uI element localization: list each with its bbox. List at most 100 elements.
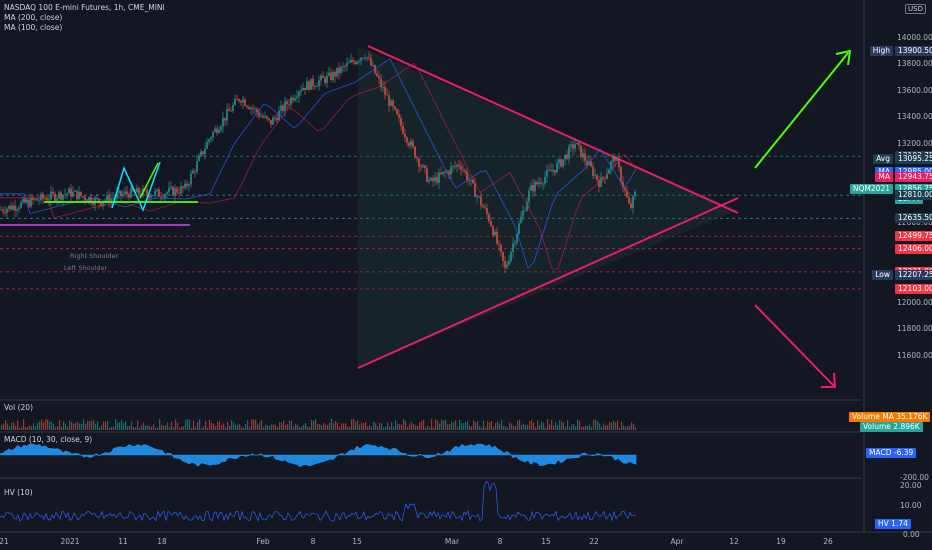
volume-bar bbox=[413, 423, 415, 430]
candle-body bbox=[92, 203, 94, 205]
candle-body bbox=[348, 62, 350, 64]
volume-bar bbox=[353, 419, 355, 430]
vol-legend[interactable]: Vol (20) bbox=[4, 403, 34, 412]
volume-bar bbox=[299, 427, 301, 430]
volume-bar bbox=[165, 425, 167, 430]
volume-bar bbox=[121, 419, 123, 430]
time-tick: 19 bbox=[776, 537, 786, 546]
volume-bar bbox=[205, 420, 207, 430]
volume-bar bbox=[505, 426, 507, 430]
volume-bar bbox=[317, 423, 319, 430]
volume-bar bbox=[453, 422, 455, 430]
candle-body bbox=[566, 154, 568, 159]
candle-body bbox=[484, 207, 486, 209]
candle-body bbox=[258, 112, 260, 117]
ma100-legend[interactable]: MA (100, close) bbox=[4, 23, 63, 32]
candle-body bbox=[574, 144, 576, 149]
candle-body bbox=[116, 193, 118, 199]
price-tick: 12000.00 bbox=[897, 297, 932, 307]
volume-bar bbox=[407, 426, 409, 430]
volume-bar bbox=[235, 424, 237, 430]
candle-body bbox=[418, 158, 420, 167]
candle-body bbox=[4, 211, 6, 213]
volume-bar bbox=[255, 419, 257, 430]
volume-bar bbox=[93, 420, 95, 430]
candle-body bbox=[254, 108, 256, 110]
volume-bar bbox=[87, 420, 89, 430]
price-tag-value: 12635.50 bbox=[895, 213, 932, 224]
volume-bar bbox=[271, 424, 273, 430]
volume-bar bbox=[279, 422, 281, 430]
volume-bar bbox=[151, 426, 153, 430]
candle-body bbox=[230, 110, 232, 112]
candle-body bbox=[268, 118, 270, 121]
candle-body bbox=[570, 144, 572, 147]
volume-bar bbox=[439, 423, 441, 430]
candle-body bbox=[630, 203, 632, 208]
macd-tick: -200.00 bbox=[900, 473, 929, 482]
candle-body bbox=[406, 137, 408, 143]
candle-body bbox=[606, 173, 608, 179]
volume-bar bbox=[477, 421, 479, 430]
volume-bar bbox=[129, 425, 131, 430]
volume-bar bbox=[397, 423, 399, 430]
candle-body bbox=[272, 117, 274, 125]
candle-body bbox=[24, 198, 26, 203]
candle-body bbox=[476, 195, 478, 198]
volume-bar bbox=[217, 421, 219, 430]
volume-bar bbox=[55, 427, 57, 430]
volume-bar bbox=[21, 426, 23, 430]
candle-body bbox=[412, 141, 414, 147]
volume-bar bbox=[403, 419, 405, 430]
candle-body bbox=[244, 99, 246, 106]
volume-bar bbox=[531, 420, 533, 430]
volume-bar bbox=[245, 424, 247, 430]
volume-bar bbox=[469, 425, 471, 430]
volume-bar bbox=[125, 421, 127, 430]
volume-bar bbox=[415, 425, 417, 430]
candle-body bbox=[286, 101, 288, 105]
symbol-legend[interactable]: NASDAQ 100 E-mini Futures, 1h, CME_MINI bbox=[4, 3, 165, 13]
candle-body bbox=[220, 126, 222, 131]
candle-body bbox=[200, 151, 202, 156]
candle-body bbox=[390, 100, 392, 106]
volume-bar bbox=[219, 421, 221, 430]
volume-bar bbox=[339, 426, 341, 430]
candle-body bbox=[372, 65, 374, 66]
volume-bar bbox=[491, 420, 493, 430]
candle-body bbox=[32, 197, 34, 200]
volume-bar bbox=[569, 427, 571, 430]
candle-body bbox=[82, 195, 84, 197]
time-tick: 22 bbox=[589, 537, 599, 546]
price-tick: 13200.00 bbox=[897, 138, 932, 148]
candle-body bbox=[472, 179, 474, 184]
candle-body bbox=[622, 181, 624, 188]
volume-bar bbox=[261, 420, 263, 430]
volume-bar bbox=[167, 422, 169, 430]
volume-bar bbox=[483, 420, 485, 430]
candle-body bbox=[252, 107, 254, 110]
ma200-legend[interactable]: MA (200, close) bbox=[4, 13, 63, 22]
volume-bar bbox=[157, 427, 159, 430]
volume-bar bbox=[275, 425, 277, 430]
macd-legend[interactable]: MACD (10, 30, close, 9) bbox=[4, 435, 93, 444]
candle-body bbox=[164, 194, 166, 199]
volume-bar bbox=[37, 422, 39, 430]
volume-bar bbox=[549, 424, 551, 430]
candle-body bbox=[28, 199, 30, 207]
volume-bar bbox=[623, 425, 625, 430]
small-up-arrow bbox=[139, 162, 159, 199]
candle-body bbox=[524, 210, 526, 212]
volume-bar bbox=[133, 427, 135, 430]
volume-bar bbox=[305, 422, 307, 430]
volume-bar bbox=[49, 421, 51, 430]
time-tick: 26 bbox=[823, 537, 833, 546]
candle-body bbox=[98, 198, 100, 203]
volume-bar bbox=[389, 426, 391, 430]
candle-body bbox=[86, 200, 88, 202]
hv-legend[interactable]: HV (10) bbox=[4, 488, 33, 497]
candle-body bbox=[318, 80, 320, 87]
currency-button[interactable]: USD bbox=[905, 4, 926, 14]
candle-body bbox=[584, 153, 586, 161]
